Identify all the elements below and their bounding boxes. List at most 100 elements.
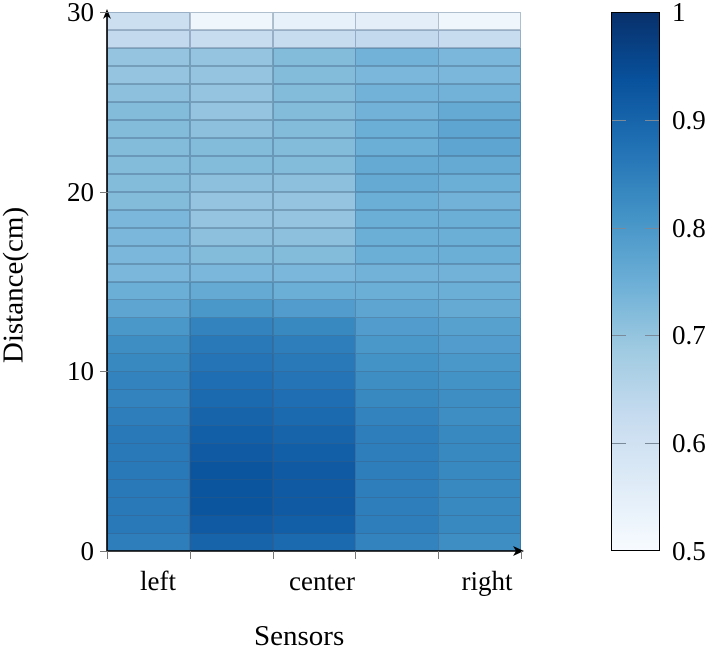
heatmap-cell <box>355 119 439 139</box>
heatmap-cell <box>355 47 439 67</box>
heatmap-cell <box>189 461 274 480</box>
heatmap-cell <box>272 47 356 67</box>
heatmap-cell <box>272 12 356 31</box>
heatmap-cell <box>355 461 439 480</box>
heatmap-cell <box>438 371 522 390</box>
heatmap-cell <box>438 335 522 354</box>
colorbar-tick-mark <box>645 443 659 445</box>
heatmap-cell <box>355 443 439 462</box>
heatmap-cell <box>189 209 274 229</box>
heatmap-cell <box>355 317 439 336</box>
heatmap-cell <box>189 515 274 534</box>
heatmap-cell <box>189 371 274 390</box>
heatmap-cell <box>272 407 356 426</box>
heatmap-cell <box>355 101 439 121</box>
heatmap-cell <box>355 83 439 103</box>
heatmap-cell <box>189 47 274 67</box>
heatmap-cell <box>438 83 522 103</box>
heatmap-cell <box>189 497 274 516</box>
heatmap-cell <box>272 479 356 498</box>
heatmap-cell <box>189 263 274 282</box>
colorbar <box>611 12 660 551</box>
heatmap-cell <box>189 83 274 103</box>
heatmap-cell <box>272 209 356 229</box>
heatmap-cell <box>355 227 439 247</box>
heatmap-cell <box>189 317 274 336</box>
colorbar-tick-label: 0.8 <box>672 212 706 243</box>
heatmap-cell <box>355 299 439 318</box>
heatmap-cell <box>355 173 439 193</box>
heatmap-cell <box>355 515 439 534</box>
heatmap-cell <box>438 461 522 480</box>
colorbar-tick-mark <box>612 335 626 337</box>
heatmap-cell <box>189 65 274 85</box>
y-tick-label: 30 <box>67 0 94 27</box>
heatmap-cell <box>189 101 274 121</box>
x-tick-mark <box>107 551 108 559</box>
heatmap-cell <box>438 407 522 426</box>
heatmap-cell <box>438 173 522 193</box>
heatmap-cell <box>272 119 356 139</box>
colorbar-tick-label: 0.7 <box>672 320 706 351</box>
colorbar-tick-mark <box>645 227 659 229</box>
heatmap-cell <box>438 479 522 498</box>
heatmap-cell <box>189 227 274 247</box>
x-tick-mark <box>355 551 357 559</box>
heatmap-cell <box>272 497 356 516</box>
heatmap-cell <box>438 12 522 31</box>
heatmap-cell <box>189 191 274 211</box>
heatmap-cell <box>355 12 439 31</box>
heatmap-cell <box>438 245 522 265</box>
heatmap-cell <box>189 443 274 462</box>
heatmap-cell <box>355 371 439 390</box>
heatmap-cell <box>355 29 439 49</box>
heatmap-cell <box>355 281 439 300</box>
heatmap-cell <box>272 227 356 247</box>
y-tick-label: 20 <box>67 176 94 207</box>
colorbar-tick-mark <box>612 443 626 445</box>
heatmap-cell <box>355 155 439 175</box>
heatmap-cell <box>272 263 356 282</box>
y-axis-label: Distance(cm) <box>0 206 30 364</box>
heatmap-cell <box>272 191 356 211</box>
heatmap-cell <box>189 12 274 31</box>
heatmap-cell <box>272 443 356 462</box>
heatmap-cell <box>438 119 522 139</box>
heatmap-cell <box>438 47 522 67</box>
heatmap-cell <box>438 515 522 534</box>
heatmap-cell <box>272 155 356 175</box>
heatmap-cell <box>272 299 356 318</box>
heatmap-cell <box>355 137 439 157</box>
x-tick-mark <box>189 551 191 559</box>
y-tick-mark <box>100 371 108 373</box>
y-tick-label: 10 <box>67 356 94 387</box>
heatmap-cell <box>355 209 439 229</box>
heatmap-cell <box>189 119 274 139</box>
heatmap-cell <box>355 407 439 426</box>
y-tick-label: 0 <box>80 536 95 566</box>
heatmap-cell <box>438 101 522 121</box>
heatmap-cell <box>272 461 356 480</box>
colorbar-tick-label: 0.9 <box>672 104 706 135</box>
heatmap-cell <box>189 245 274 265</box>
heatmap-cell <box>438 263 522 282</box>
heatmap-cell <box>189 155 274 175</box>
heatmap-cell <box>438 29 522 49</box>
heatmap-cell <box>355 497 439 516</box>
heatmap-cell <box>272 65 356 85</box>
heatmap-cell <box>272 137 356 157</box>
x-tick-mark <box>521 551 522 559</box>
heatmap-cell <box>189 29 274 49</box>
heatmap-cell <box>189 299 274 318</box>
heatmap-cell <box>272 29 356 49</box>
heatmap-cell <box>272 83 356 103</box>
y-tick-mark <box>100 12 108 13</box>
heatmap-cell <box>272 281 356 300</box>
heatmap-cell <box>272 335 356 354</box>
x-axis-arrow-icon <box>513 546 524 556</box>
heatmap-cell <box>272 245 356 265</box>
heatmap-cell <box>438 443 522 462</box>
heatmap-cell <box>189 137 274 157</box>
heatmap-cell <box>355 65 439 85</box>
